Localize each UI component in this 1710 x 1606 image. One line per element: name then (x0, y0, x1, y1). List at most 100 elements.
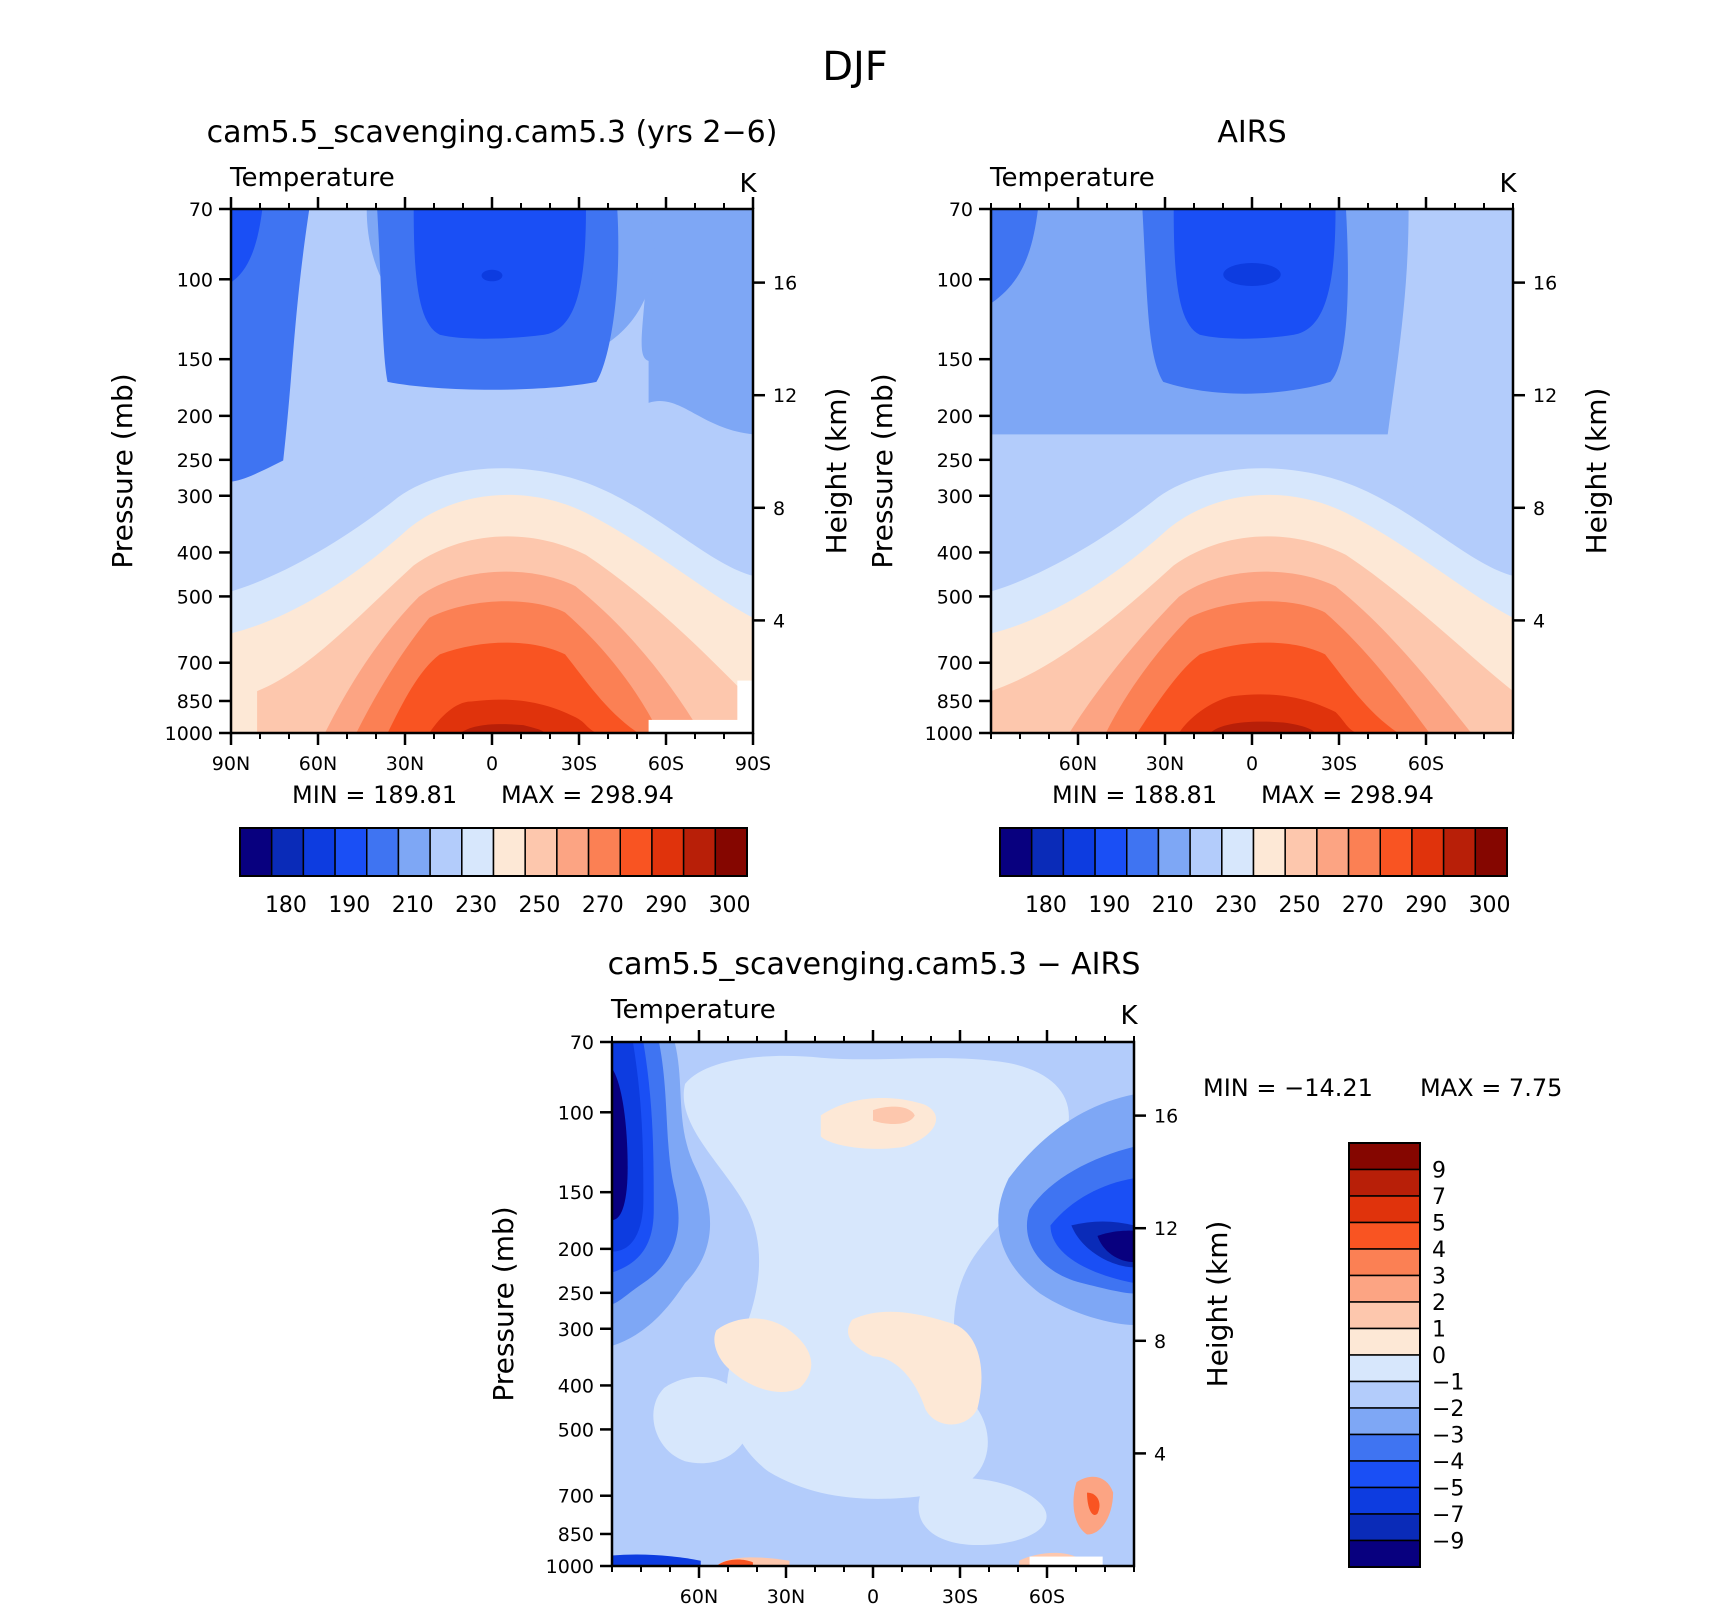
pressure-tick-label: 1000 (165, 723, 213, 745)
colorbar-box (587, 827, 621, 877)
contour-band-16 (429, 699, 597, 733)
contour-band-3 (991, 209, 1038, 304)
colorbar-label: 1 (1432, 1318, 1446, 1343)
colorbar-box (1348, 1354, 1421, 1383)
missing-data (648, 719, 753, 733)
pressure-tick-label: 100 (558, 1102, 594, 1124)
pressure-tick-label: 850 (937, 691, 973, 713)
height-tick-label: 12 (773, 385, 797, 407)
pressure-tick-label: 70 (570, 1032, 594, 1054)
lat-tick-label: 0 (486, 753, 498, 775)
contour-band-23 (612, 1554, 701, 1566)
contour-band-8 (481, 269, 503, 282)
pressure-tick-label: 700 (177, 653, 213, 675)
colorbar-label: −3 (1432, 1424, 1464, 1449)
colorbar-frame (239, 827, 748, 877)
pressure-tick-label: 200 (937, 406, 973, 428)
pressure-tick-label: 1000 (546, 1556, 594, 1578)
colorbar-box (1126, 827, 1160, 877)
lat-tick-label: 60N (680, 1586, 718, 1606)
colorbar-frame (1348, 1142, 1421, 1568)
colorbar-box (1062, 827, 1096, 877)
colorbar-label: 180 (265, 893, 307, 918)
colorbar-box (1316, 827, 1350, 877)
variable-label: Temperature (229, 163, 395, 193)
colorbar-label: 230 (455, 893, 497, 918)
panel-model: cam5.5_scavenging.cam5.3 (yrs 2−6) Tempe… (106, 115, 853, 918)
colorbar-box (1348, 1486, 1421, 1515)
colorbar-box (556, 827, 590, 877)
lat-tick-label: 60S (1029, 1586, 1065, 1606)
colorbar-label: 270 (582, 893, 624, 918)
units-label: K (1120, 1001, 1138, 1031)
colorbar-box (397, 827, 431, 877)
pressure-tick-label: 500 (558, 1419, 594, 1441)
contour-plot (991, 209, 1513, 733)
colorbar-box (1348, 1248, 1421, 1277)
height-tick-label: 4 (1533, 610, 1545, 632)
pressure-tick-label: 700 (558, 1486, 594, 1508)
colorbar-label: 290 (1405, 893, 1447, 918)
colorbar-box (1348, 1407, 1421, 1436)
colorbar-label: 210 (392, 893, 434, 918)
colorbar-box (1348, 1513, 1421, 1542)
height-tick-label: 12 (1533, 385, 1557, 407)
contour-band-6 (231, 209, 263, 283)
variable-label: Temperature (989, 163, 1155, 193)
colorbar-label: 190 (328, 893, 370, 918)
lat-tick-label: 30S (1321, 753, 1357, 775)
min-value: MIN = 188.81 (1052, 781, 1217, 809)
colorbar-box (1442, 827, 1477, 877)
colorbar-box (270, 827, 305, 877)
colorbar-label: 300 (1469, 893, 1511, 918)
axes: 70 100 150 200 250 300 400 500 700 850 1000 4 8 12 16 9… (165, 197, 797, 775)
colorbar-box (1348, 1274, 1421, 1303)
colorbar-label: 250 (1278, 893, 1320, 918)
units-label: K (1499, 169, 1517, 199)
colorbar-label: 190 (1088, 893, 1130, 918)
pressure-tick-label: 250 (558, 1283, 594, 1305)
colorbar-box (1474, 827, 1508, 877)
colorbar-box (1348, 1168, 1421, 1197)
colorbar-box (461, 827, 495, 877)
pressure-tick-label: 700 (937, 653, 973, 675)
height-tick-label: 8 (1154, 1331, 1166, 1353)
units-label: K (739, 169, 757, 199)
lat-tick-label: 0 (1246, 753, 1258, 775)
colorbar-box (1348, 1433, 1421, 1462)
colorbar-label: 210 (1152, 893, 1194, 918)
contour-plot (612, 1042, 1134, 1566)
lat-tick-label: 60N (1059, 753, 1097, 775)
height-tick-label: 12 (1154, 1218, 1178, 1240)
colorbar-box (1348, 1221, 1421, 1250)
height-tick-label: 4 (1154, 1443, 1166, 1465)
colorbar-label: −9 (1432, 1530, 1464, 1555)
colorbar-label: 2 (1432, 1291, 1446, 1316)
colorbar-label: 5 (1432, 1212, 1446, 1237)
colorbar-box (1094, 827, 1128, 877)
pressure-tick-label: 500 (177, 586, 213, 608)
pressure-tick-label: 300 (937, 486, 973, 508)
lat-tick-label: 60N (299, 753, 337, 775)
colorbar-box (302, 827, 336, 877)
contour-band-13 (612, 1068, 628, 1221)
pressure-axis-label: Pressure (mb) (487, 1206, 520, 1401)
colorbar-box (1284, 827, 1318, 877)
colorbar-box (682, 827, 717, 877)
lat-tick-label: 90S (735, 753, 771, 775)
colorbar-label: 9 (1432, 1159, 1446, 1184)
colorbar-box (1348, 1380, 1421, 1409)
contour-band-15 (1210, 721, 1315, 733)
pressure-tick-label: 300 (558, 1319, 594, 1341)
colorbar-box (429, 827, 463, 877)
contour-band-18 (848, 1311, 982, 1425)
min-value: MIN = −14.21 (1203, 1074, 1373, 1102)
colorbar-box (1221, 827, 1255, 877)
panel-title: cam5.5_scavenging.cam5.3 (yrs 2−6) (207, 115, 778, 150)
panel-obs: AIRS Temperature K 70 100 150 200 250 300 400 5… (866, 115, 1613, 918)
missing-data (737, 680, 753, 733)
colorbar-box (1189, 827, 1223, 877)
lat-tick-label: 30N (767, 1586, 805, 1606)
